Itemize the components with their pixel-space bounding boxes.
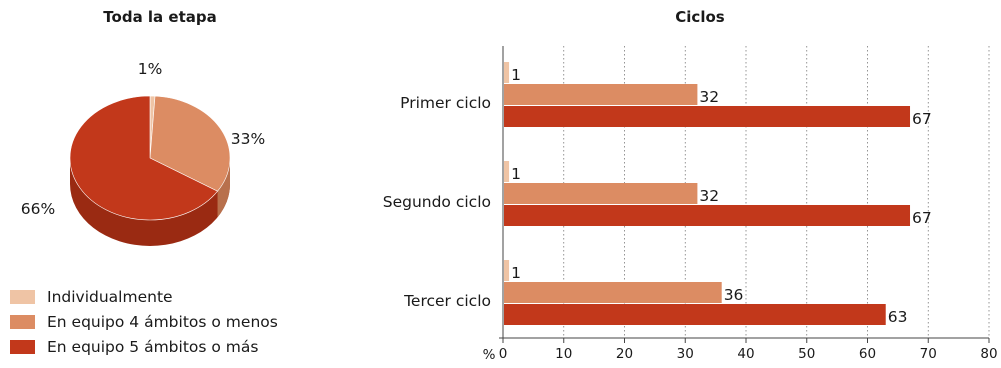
bar-individual-1 <box>504 62 510 83</box>
data-label-individual-2: 1 <box>511 165 521 183</box>
data-label-team4-3: 36 <box>724 286 744 304</box>
category-label-2: Segundo ciclo <box>383 193 491 211</box>
category-label-1: Primer ciclo <box>400 94 491 112</box>
bar-chart-title: Ciclos <box>675 8 725 26</box>
bar-team4-2 <box>504 183 698 204</box>
bar-team5-3 <box>504 304 886 325</box>
legend-swatch-team5 <box>10 339 35 354</box>
x-axis-label: % <box>483 347 496 363</box>
data-label-team4-1: 32 <box>699 88 719 106</box>
data-label-individual-1: 1 <box>511 66 521 84</box>
legend-swatch-team4 <box>10 314 35 329</box>
data-label-team4-2: 32 <box>699 187 719 205</box>
bar-individual-2 <box>504 161 510 182</box>
pie-label-individual: 1% <box>138 60 163 78</box>
x-tick-label-80: 80 <box>980 346 997 362</box>
pie-slice-team4 <box>149 95 231 192</box>
legend-swatch-individual <box>10 289 35 304</box>
x-tick-label-30: 30 <box>677 346 694 362</box>
bar-individual-3 <box>504 260 510 281</box>
category-label-3: Tercer ciclo <box>403 292 491 310</box>
bar-team4-1 <box>504 84 698 105</box>
x-tick-label-70: 70 <box>920 346 937 362</box>
pie-side-team5 <box>70 158 230 246</box>
pie-chart-title: Toda la etapa <box>103 8 217 26</box>
x-tick-label-0: 0 <box>499 346 508 362</box>
data-label-team5-2: 67 <box>912 209 932 227</box>
data-label-individual-3: 1 <box>511 264 521 282</box>
legend-item-team4: En equipo 4 ámbitos o menos <box>10 309 278 334</box>
legend: Individualmente En equipo 4 ámbitos o me… <box>10 284 278 359</box>
bar-team5-1 <box>504 106 911 127</box>
legend-item-individual: Individualmente <box>10 284 278 309</box>
legend-label-individual: Individualmente <box>47 287 173 306</box>
pie-side-team4 <box>217 158 230 218</box>
pie-label-team5: 66% <box>21 200 55 218</box>
x-tick-label-50: 50 <box>798 346 815 362</box>
x-tick-label-10: 10 <box>555 346 572 362</box>
bar-team5-2 <box>504 205 911 226</box>
pie-label-team4: 33% <box>231 130 265 148</box>
data-label-team5-3: 63 <box>888 308 908 326</box>
pie-chart: 1% 33% 66% <box>21 60 265 246</box>
legend-label-team5: En equipo 5 ámbitos o más <box>47 337 259 356</box>
data-label-team5-1: 67 <box>912 110 932 128</box>
x-tick-label-40: 40 <box>737 346 754 362</box>
x-tick-label-20: 20 <box>616 346 633 362</box>
x-tick-label-60: 60 <box>859 346 876 362</box>
legend-label-team4: En equipo 4 ámbitos o menos <box>47 312 278 331</box>
bar-team4-3 <box>504 282 722 303</box>
pie-slice-team5 <box>69 95 219 221</box>
legend-item-team5: En equipo 5 ámbitos o más <box>10 334 278 359</box>
